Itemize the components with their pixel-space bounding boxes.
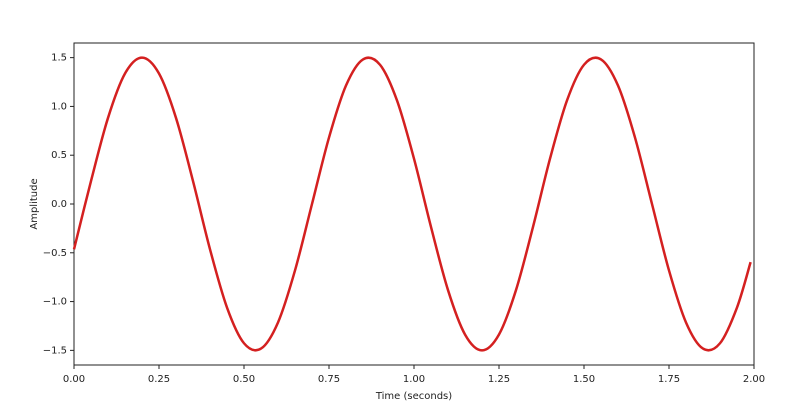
- y-tick-label: 0.5: [51, 150, 67, 161]
- x-tick-label: 0.50: [233, 374, 255, 385]
- x-tick-label: 0.00: [63, 374, 85, 385]
- y-tick-label: −0.5: [43, 248, 67, 259]
- x-tick-label: 0.25: [148, 374, 170, 385]
- x-tick-label: 1.25: [488, 374, 510, 385]
- x-tick-label: 2.00: [743, 374, 765, 385]
- y-axis-label: Amplitude: [29, 178, 40, 229]
- line-series: [72, 56, 752, 352]
- y-tick-label: −1.5: [43, 345, 67, 356]
- y-tick-label: 1.5: [51, 53, 67, 64]
- x-tick-label: 1.00: [403, 374, 425, 385]
- x-tick-label: 0.75: [318, 374, 340, 385]
- y-tick-label: 1.0: [51, 101, 67, 112]
- y-tick-label: −1.0: [43, 297, 67, 308]
- y-tick-label: 0.0: [51, 199, 67, 210]
- x-axis-label: Time (seconds): [375, 391, 452, 402]
- x-tick-label: 1.75: [658, 374, 680, 385]
- x-tick-label: 1.50: [573, 374, 595, 385]
